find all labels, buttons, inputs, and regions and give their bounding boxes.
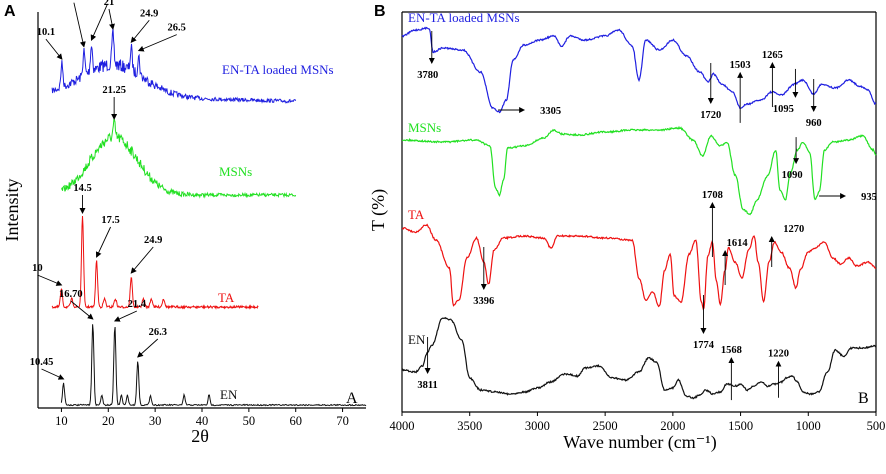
- xrd-x-tick-label: 20: [102, 414, 115, 428]
- xrd-peak-label-en-ta-loaded-msns: 10.1: [37, 27, 55, 38]
- ftir-x-tick-label: 2500: [593, 419, 618, 433]
- xrd-peak-label-en-ta-loaded-msns: 21: [104, 0, 115, 8]
- xrd-peak-label-en-ta-loaded-msns: 24.9: [140, 8, 158, 19]
- ftir-band-label-msns: 1090: [782, 170, 803, 181]
- legend-label-ftir-en: EN: [408, 332, 426, 347]
- ftir-x-axis-title: Wave number (cm⁻¹): [563, 432, 716, 453]
- xrd-curve-en-ta-loaded-msns: [51, 28, 297, 104]
- xrd-peak-arrow: [41, 368, 65, 380]
- legend-label-ftir-ta: TA: [408, 207, 425, 222]
- xrd-peak-arrow: [108, 8, 115, 30]
- xrd-curve-ta: [51, 215, 259, 310]
- xrd-peak-arrow: [137, 34, 177, 52]
- xrd-corner-label: A: [346, 390, 358, 407]
- xrd-peak-arrow: [45, 38, 63, 60]
- ftir-curve-msns: [401, 125, 877, 216]
- panel-a-letter: A: [4, 3, 16, 20]
- ftir-band-label-en: 3811: [417, 380, 437, 391]
- ftir-band-label-en: 1568: [721, 345, 742, 356]
- xrd-x-tick-label: 70: [336, 414, 349, 428]
- ftir-band-label-en-ta-loaded-msns: 1095: [773, 104, 794, 115]
- xrd-curve-msns: [60, 118, 297, 199]
- ftir-band-label-en-ta-loaded-msns: 1265: [762, 50, 783, 61]
- ftir-band-label-ta: 1774: [693, 340, 715, 351]
- xrd-plot: 10 20 30 40 50 60 70 10.1 14.8 16.4121 24.9 26.5 21…: [2, 0, 367, 446]
- xrd-x-ticks: 10 20 30 40 50 60 70: [55, 408, 349, 428]
- xrd-peak-label-en: 16.70: [59, 289, 83, 300]
- ftir-band-annotations: 3780 3305 1720 1503 1265 1095 960 1090 935 3396 17…: [417, 31, 877, 401]
- xrd-x-tick-label: 40: [196, 414, 209, 428]
- xrd-x-tick-label: 30: [149, 414, 162, 428]
- ftir-x-tick-label: 4000: [390, 419, 415, 433]
- xrd-peak-arrow: [130, 246, 154, 274]
- legend-label-ftir-msns: MSNs: [408, 120, 441, 135]
- ftir-band-label-ta: 1270: [783, 224, 804, 235]
- ftir-curves: [401, 26, 877, 400]
- legend-label-xrd-en-ta-loaded-msns: EN-TA loaded MSNs: [222, 62, 334, 77]
- xrd-peak-arrow: [113, 310, 138, 322]
- ftir-x-tick-label: 3000: [525, 419, 550, 433]
- xrd-peak-label-en: 21.4: [128, 299, 147, 310]
- xrd-peak-arrow: [95, 226, 111, 258]
- ftir-band-label-en-ta-loaded-msns: 960: [806, 118, 822, 129]
- ftir-band-label-en-ta-loaded-msns: 1503: [730, 60, 751, 71]
- ftir-band-label-ta: 1708: [702, 190, 723, 201]
- xrd-x-tick-label: 60: [289, 414, 302, 428]
- xrd-peak-label-en-ta-loaded-msns: 26.5: [168, 23, 186, 34]
- xrd-x-tick-label: 10: [55, 414, 68, 428]
- xrd-peak-arrow: [137, 338, 159, 358]
- ftir-plot: 4000 3500 3000 2500 2000 1500 1000 500 3780 3305…: [368, 10, 885, 453]
- ftir-band-label-ta: 1614: [727, 238, 749, 249]
- xrd-peak-annotations: 10.1 14.8 16.4121 24.9 26.5 21.25 10 14.5 17.5 24…: [30, 0, 186, 380]
- xrd-curve-en: [60, 324, 367, 407]
- xrd-curves: [51, 28, 367, 407]
- ftir-band-label-en: 1220: [768, 349, 789, 360]
- ftir-band-label-en-ta-loaded-msns: 3305: [540, 106, 561, 117]
- ftir-band-label-msns: 935: [861, 192, 877, 203]
- ftir-x-ticks: 4000 3500 3000 2500 2000 1500 1000 500: [390, 412, 886, 433]
- ftir-band-label-en-ta-loaded-msns: 3780: [417, 70, 438, 81]
- xrd-peak-arrow: [37, 274, 63, 286]
- xrd-peak-arrow: [70, 300, 94, 320]
- ftir-curve-en: [401, 316, 877, 400]
- xrd-peak-label-en: 26.3: [149, 327, 167, 338]
- xrd-peak-label-en-ta-loaded-msns: 16.41: [96, 0, 120, 3]
- xrd-peak-label-ta: 17.5: [101, 215, 119, 226]
- xrd-peak-arrow: [130, 19, 150, 44]
- legend-label-xrd-en: EN: [220, 387, 238, 402]
- xrd-peak-label-msns: 21.25: [102, 85, 126, 96]
- panel-b-letter: B: [374, 3, 386, 20]
- xrd-peak-label-ta: 24.9: [144, 235, 162, 246]
- xrd-peak-label-en: 10.45: [30, 357, 54, 368]
- ftir-y-axis-title: T (%): [368, 189, 389, 231]
- ftir-x-tick-label: 2000: [660, 419, 685, 433]
- legend-label-xrd-msns: MSNs: [219, 164, 252, 179]
- xrd-x-tick-label: 50: [243, 414, 256, 428]
- xrd-y-axis-title: Intensity: [2, 179, 22, 242]
- ftir-x-tick-label: 500: [867, 419, 886, 433]
- ftir-curve-en-ta-loaded-msns: [401, 26, 877, 114]
- xrd-peak-label-ta: 14.5: [73, 183, 91, 194]
- xrd-peak-arrow: [73, 2, 86, 48]
- ftir-band-label-en-ta-loaded-msns: 1720: [700, 110, 721, 121]
- legend-label-ftir-en-ta-loaded-msns: EN-TA loaded MSNs: [408, 10, 520, 25]
- xrd-peak-arrow: [90, 3, 108, 41]
- ftir-x-tick-label: 1500: [728, 419, 753, 433]
- xrd-peak-label-ta: 10: [32, 263, 43, 274]
- ftir-corner-label: B: [858, 390, 869, 407]
- ftir-band-label-ta: 3396: [473, 296, 494, 307]
- legend-label-xrd-ta: TA: [218, 290, 235, 305]
- xrd-peak-label-en-ta-loaded-msns: 14.8: [65, 0, 83, 2]
- xrd-x-axis-title: 2θ: [191, 426, 209, 446]
- ftir-x-tick-label: 1000: [796, 419, 821, 433]
- ftir-curve-ta: [401, 223, 877, 311]
- ftir-x-tick-label: 3500: [457, 419, 482, 433]
